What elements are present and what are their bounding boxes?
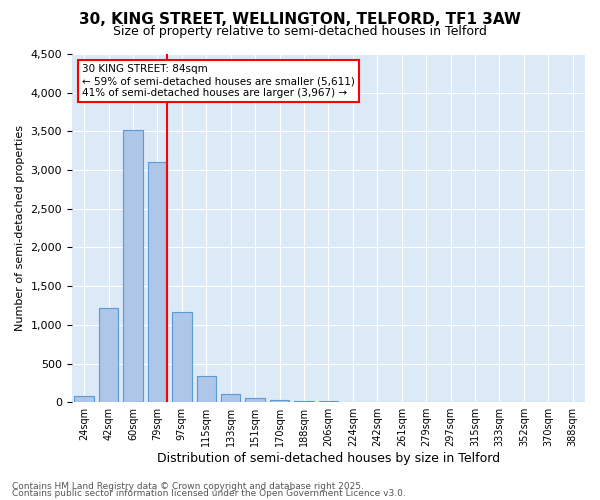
Bar	[294, 401, 314, 402]
Bar	[74, 396, 94, 402]
Bar	[197, 376, 216, 402]
Bar	[99, 308, 118, 402]
Text: Contains HM Land Registry data © Crown copyright and database right 2025.: Contains HM Land Registry data © Crown c…	[12, 482, 364, 491]
Text: 30, KING STREET, WELLINGTON, TELFORD, TF1 3AW: 30, KING STREET, WELLINGTON, TELFORD, TF…	[79, 12, 521, 28]
Text: Size of property relative to semi-detached houses in Telford: Size of property relative to semi-detach…	[113, 25, 487, 38]
Bar	[123, 130, 143, 402]
Bar	[245, 398, 265, 402]
Text: 30 KING STREET: 84sqm
← 59% of semi-detached houses are smaller (5,611)
41% of s: 30 KING STREET: 84sqm ← 59% of semi-deta…	[82, 64, 355, 98]
Bar	[270, 400, 289, 402]
Bar	[148, 162, 167, 402]
Bar	[221, 394, 241, 402]
Y-axis label: Number of semi-detached properties: Number of semi-detached properties	[15, 125, 25, 331]
X-axis label: Distribution of semi-detached houses by size in Telford: Distribution of semi-detached houses by …	[157, 452, 500, 465]
Bar	[172, 312, 191, 402]
Text: Contains public sector information licensed under the Open Government Licence v3: Contains public sector information licen…	[12, 489, 406, 498]
